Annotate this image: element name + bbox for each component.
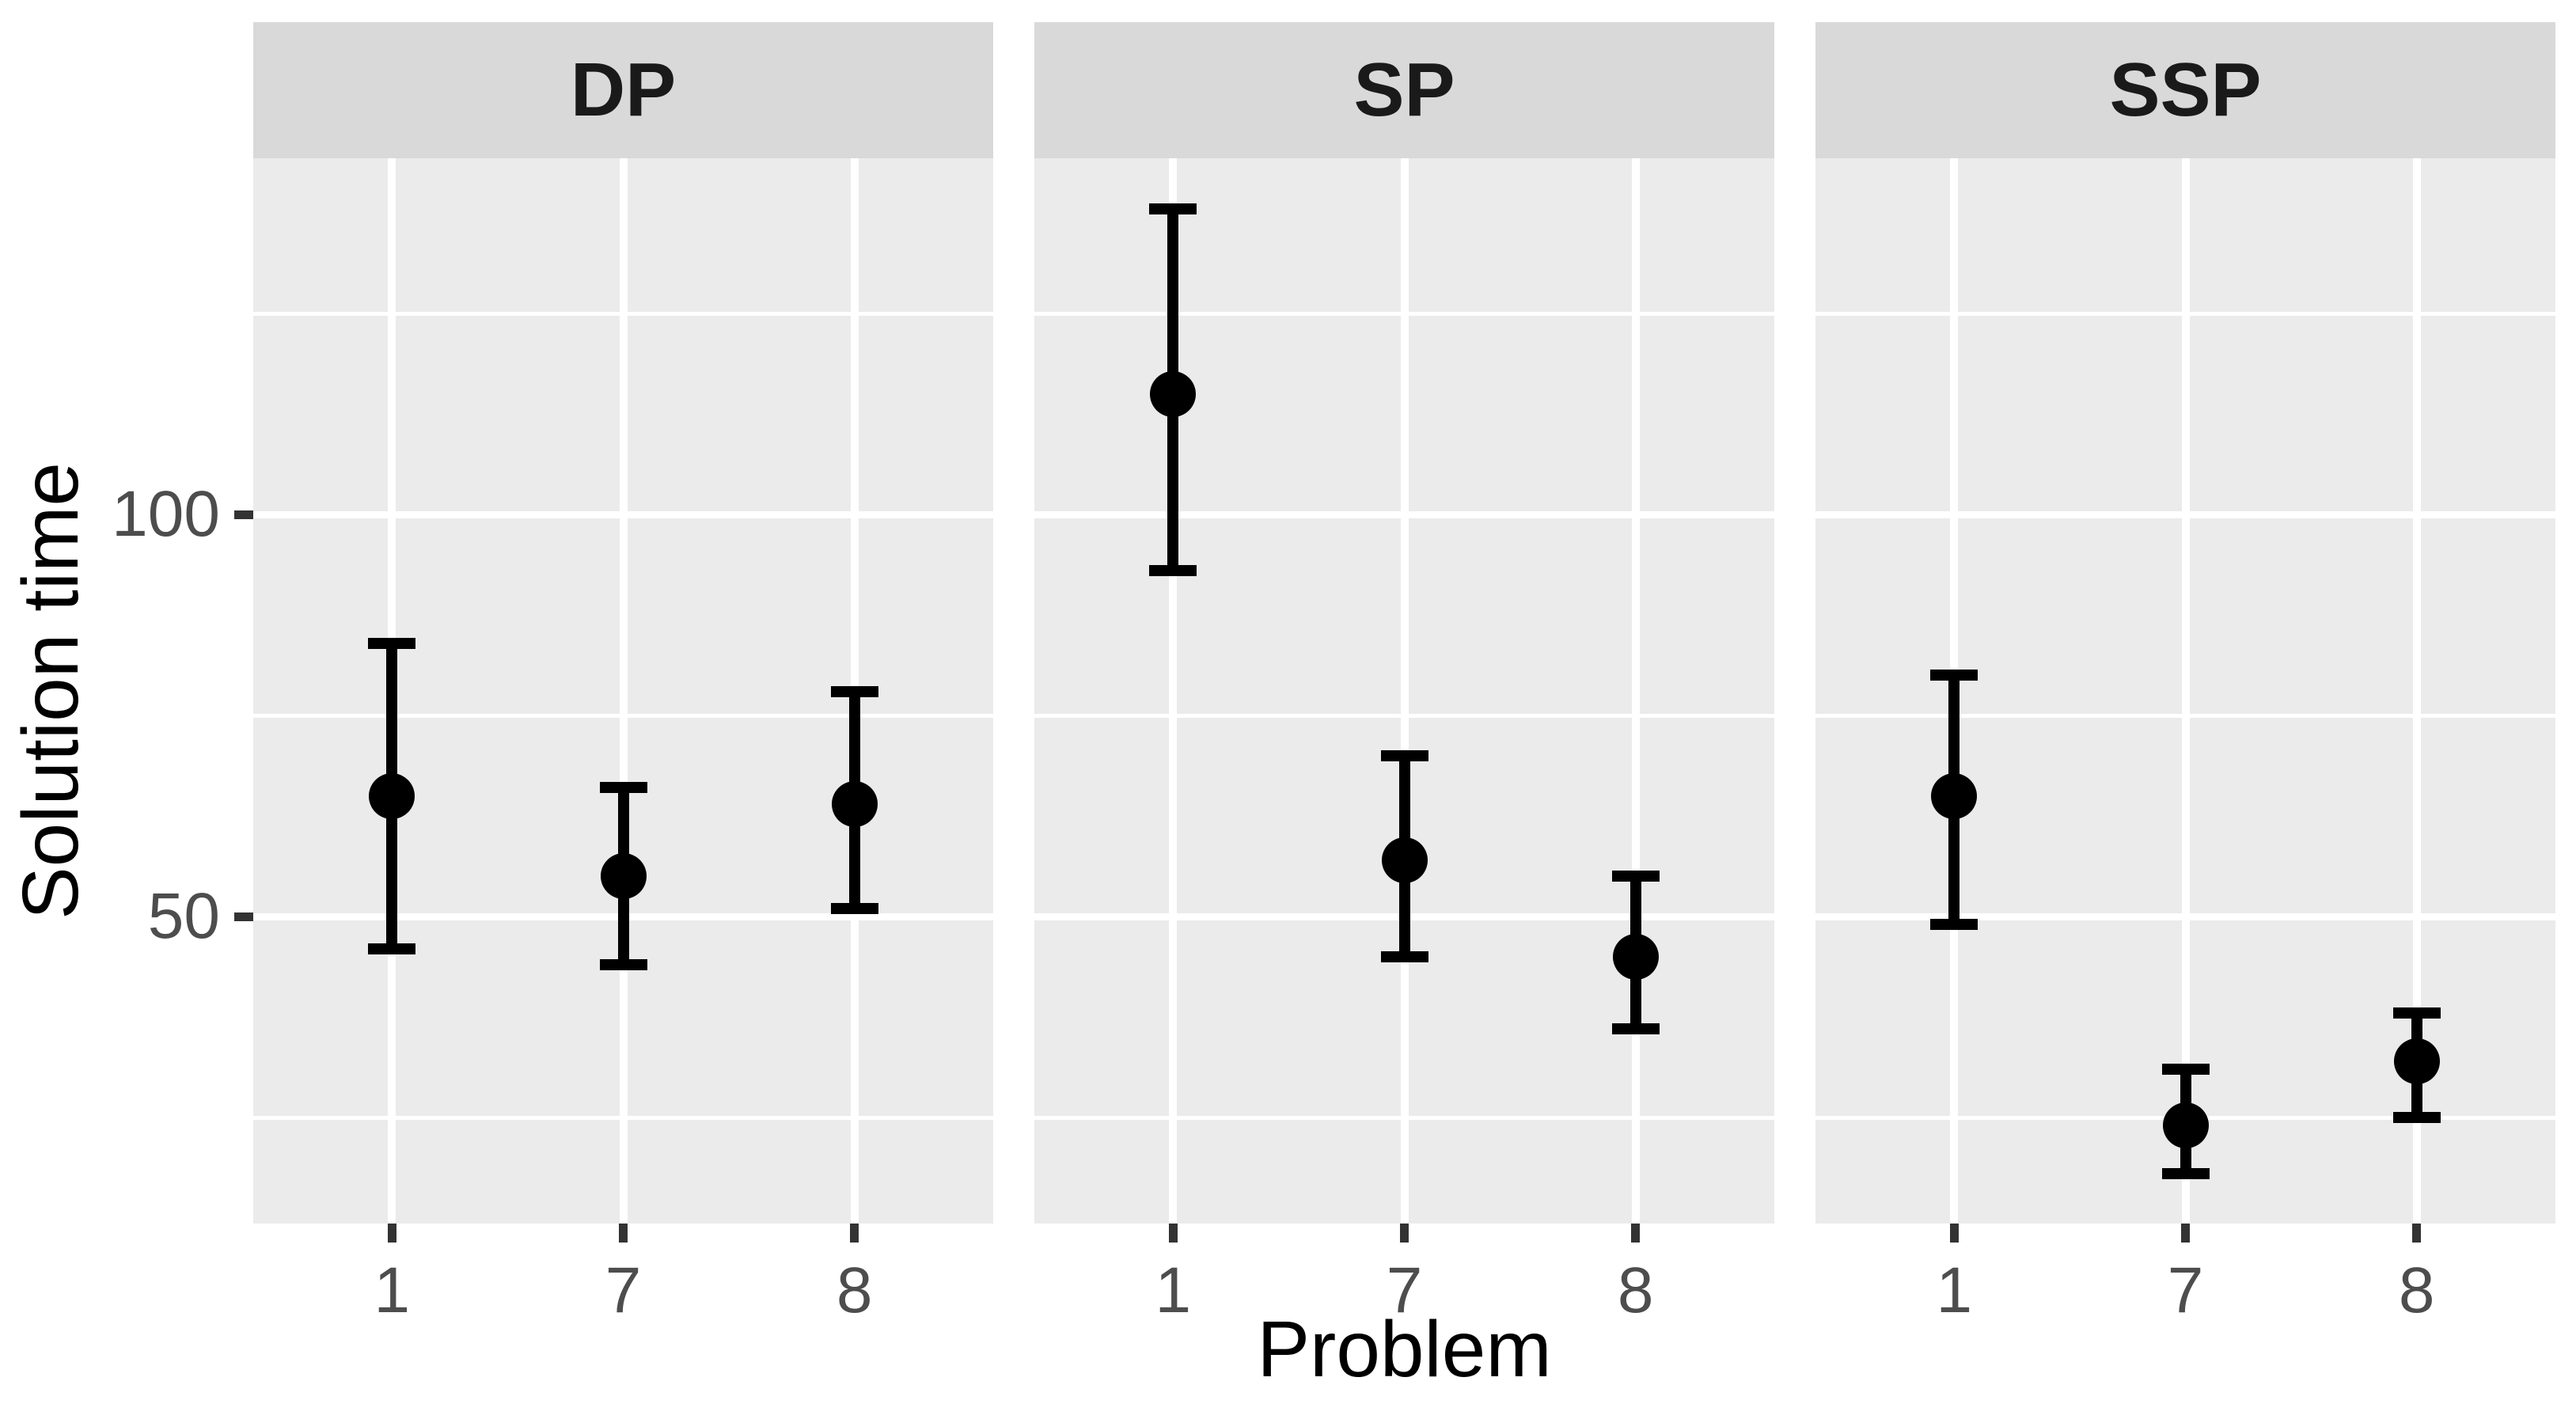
errorbar-cap-top-dp-1: [368, 637, 416, 649]
errorbar-cap-top-dp-7: [599, 782, 647, 794]
x-axis-tick-sp-8: [1631, 1224, 1641, 1243]
point-dot-ssp-1: [1931, 772, 1978, 819]
errorbar-cap-bottom-sp-1: [1149, 565, 1197, 577]
facet-strip-ssp: SSP: [1815, 22, 2555, 158]
errorbar-cap-top-ssp-7: [2161, 1064, 2210, 1076]
point-dot-dp-8: [831, 780, 878, 827]
x-tick-label-dp-1: 1: [374, 1254, 411, 1326]
y-axis-tick-50: [234, 912, 253, 921]
x-tick-label-sp-7: 7: [1386, 1254, 1423, 1326]
y-axis-tick-100: [234, 510, 253, 519]
point-dot-sp-7: [1381, 837, 1428, 883]
point-dot-dp-1: [369, 772, 415, 819]
y-tick-label-50: 50: [147, 880, 220, 952]
x-tick-label-dp-8: 8: [836, 1254, 873, 1326]
x-axis-tick-ssp-7: [2181, 1224, 2190, 1243]
x-axis-tick-ssp-1: [1949, 1224, 1959, 1243]
errorbar-cap-bottom-sp-7: [1380, 950, 1428, 962]
facet-strip-label-dp: DP: [570, 47, 677, 132]
point-dot-sp-8: [1612, 933, 1659, 980]
x-axis-tick-dp-7: [619, 1224, 628, 1243]
v-gridline-ssp-7: [2181, 158, 2190, 1224]
x-axis-title: Problem: [1257, 1305, 1552, 1394]
x-tick-label-sp-8: 8: [1617, 1254, 1654, 1326]
errorbar-cap-bottom-dp-1: [368, 943, 416, 954]
v-gridline-sp-8: [1631, 158, 1640, 1224]
v-gridline-sp-7: [1400, 158, 1409, 1224]
facet-strip-sp: SP: [1034, 22, 1774, 158]
errorbar-cap-bottom-ssp-1: [1930, 919, 1978, 931]
v-gridline-ssp-8: [2412, 158, 2421, 1224]
y-tick-label-100: 100: [112, 478, 220, 550]
facet-panel-dp: [253, 158, 993, 1224]
point-dot-sp-1: [1150, 370, 1197, 417]
facet-panel-sp: [1034, 158, 1774, 1224]
x-axis-tick-dp-8: [850, 1224, 859, 1243]
facet-strip-label-ssp: SSP: [2109, 47, 2262, 132]
errorbar-cap-bottom-sp-8: [1611, 1023, 1660, 1035]
errorbar-cap-bottom-ssp-7: [2161, 1168, 2210, 1180]
point-dot-ssp-8: [2393, 1038, 2440, 1084]
point-dot-ssp-7: [2162, 1102, 2209, 1149]
errorbar-cap-bottom-dp-7: [599, 958, 647, 970]
v-gridline-sp-1: [1169, 158, 1178, 1224]
x-axis-tick-ssp-8: [2412, 1224, 2422, 1243]
errorbar-cap-bottom-dp-8: [830, 902, 878, 914]
errorbar-cap-bottom-ssp-8: [2392, 1112, 2441, 1123]
x-tick-label-ssp-8: 8: [2398, 1254, 2435, 1326]
errorbar-cap-top-ssp-1: [1930, 670, 1978, 681]
x-tick-label-sp-1: 1: [1155, 1254, 1192, 1326]
facet-strip-label-sp: SP: [1353, 47, 1455, 132]
x-axis-tick-sp-7: [1400, 1224, 1409, 1243]
facet-strip-dp: DP: [253, 22, 993, 158]
errorbar-cap-top-sp-1: [1149, 203, 1197, 214]
point-dot-dp-7: [600, 853, 647, 900]
x-axis-tick-sp-1: [1168, 1224, 1178, 1243]
x-tick-label-ssp-1: 1: [1936, 1254, 1973, 1326]
x-tick-label-dp-7: 7: [605, 1254, 642, 1326]
x-axis-tick-dp-1: [387, 1224, 396, 1243]
v-gridline-dp-7: [619, 158, 628, 1224]
x-tick-label-ssp-7: 7: [2167, 1254, 2204, 1326]
errorbar-cap-top-sp-7: [1380, 749, 1428, 761]
errorbar-cap-top-sp-8: [1611, 871, 1660, 882]
errorbar-cap-top-dp-8: [830, 685, 878, 697]
errorbar-cap-top-ssp-8: [2392, 1007, 2441, 1019]
